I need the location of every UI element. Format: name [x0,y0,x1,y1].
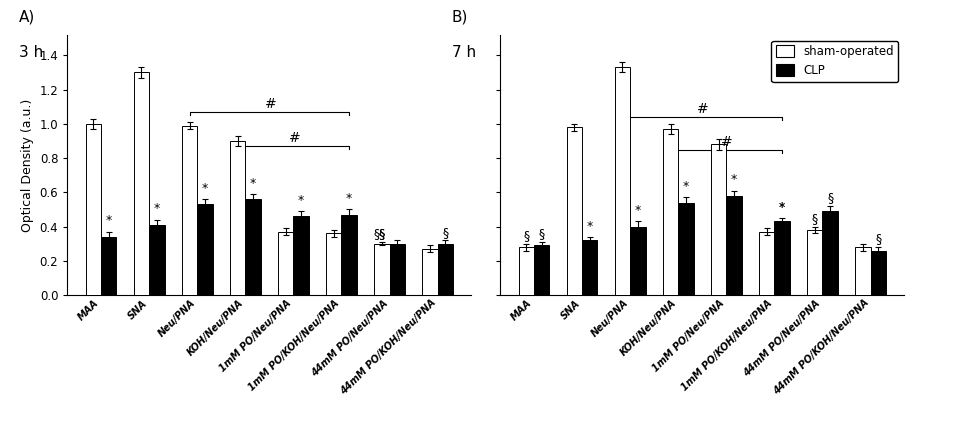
Text: 7 h: 7 h [452,45,476,60]
Text: *: * [778,201,784,214]
Text: §: § [811,212,817,225]
Text: *: * [682,180,688,193]
Text: §§: §§ [373,227,385,240]
Text: A): A) [19,9,35,24]
Bar [245,199,260,295]
Bar [662,129,678,295]
Bar [374,244,389,295]
Text: *: * [298,194,304,207]
Bar [566,127,581,295]
Legend: sham-operated, CLP: sham-operated, CLP [771,41,898,82]
Bar [614,67,629,295]
Bar [134,72,149,295]
Text: B): B) [452,9,468,24]
Bar [806,230,822,295]
Bar [581,240,597,295]
Text: #: # [720,135,731,148]
Bar [726,196,741,295]
Bar [758,232,774,295]
Text: §: § [442,226,448,239]
Bar [870,250,885,295]
Text: §: § [523,229,529,242]
Bar [822,211,837,295]
Text: *: * [778,201,784,214]
Text: *: * [346,192,352,205]
Bar [678,203,693,295]
Bar [86,124,101,295]
Text: #: # [263,97,275,111]
Bar [293,216,308,295]
Bar [854,247,870,295]
Text: §: § [826,191,832,204]
Y-axis label: Optical Density (a.u.): Optical Density (a.u.) [21,98,34,232]
Text: *: * [634,204,640,217]
Bar [230,141,245,295]
Text: *: * [250,177,256,190]
Bar [101,237,116,295]
Bar [518,247,533,295]
Text: 3 h: 3 h [19,45,43,60]
Text: §: § [538,227,544,240]
Bar [389,244,405,295]
Text: *: * [106,214,111,227]
Bar [197,204,212,295]
Bar [710,145,726,295]
Text: *: * [586,220,592,233]
Text: *: * [730,173,736,186]
Bar [182,125,197,295]
Text: *: * [202,182,208,195]
Bar [774,221,789,295]
Text: §: § [875,233,880,246]
Text: §: § [379,227,384,240]
Bar [149,225,164,295]
Text: *: * [154,202,160,215]
Bar [341,214,357,295]
Bar [629,227,645,295]
Bar [326,233,341,295]
Bar [437,244,453,295]
Bar [278,232,293,295]
Bar [533,246,549,295]
Bar [422,249,437,295]
Text: #: # [696,102,707,116]
Text: #: # [287,131,299,145]
